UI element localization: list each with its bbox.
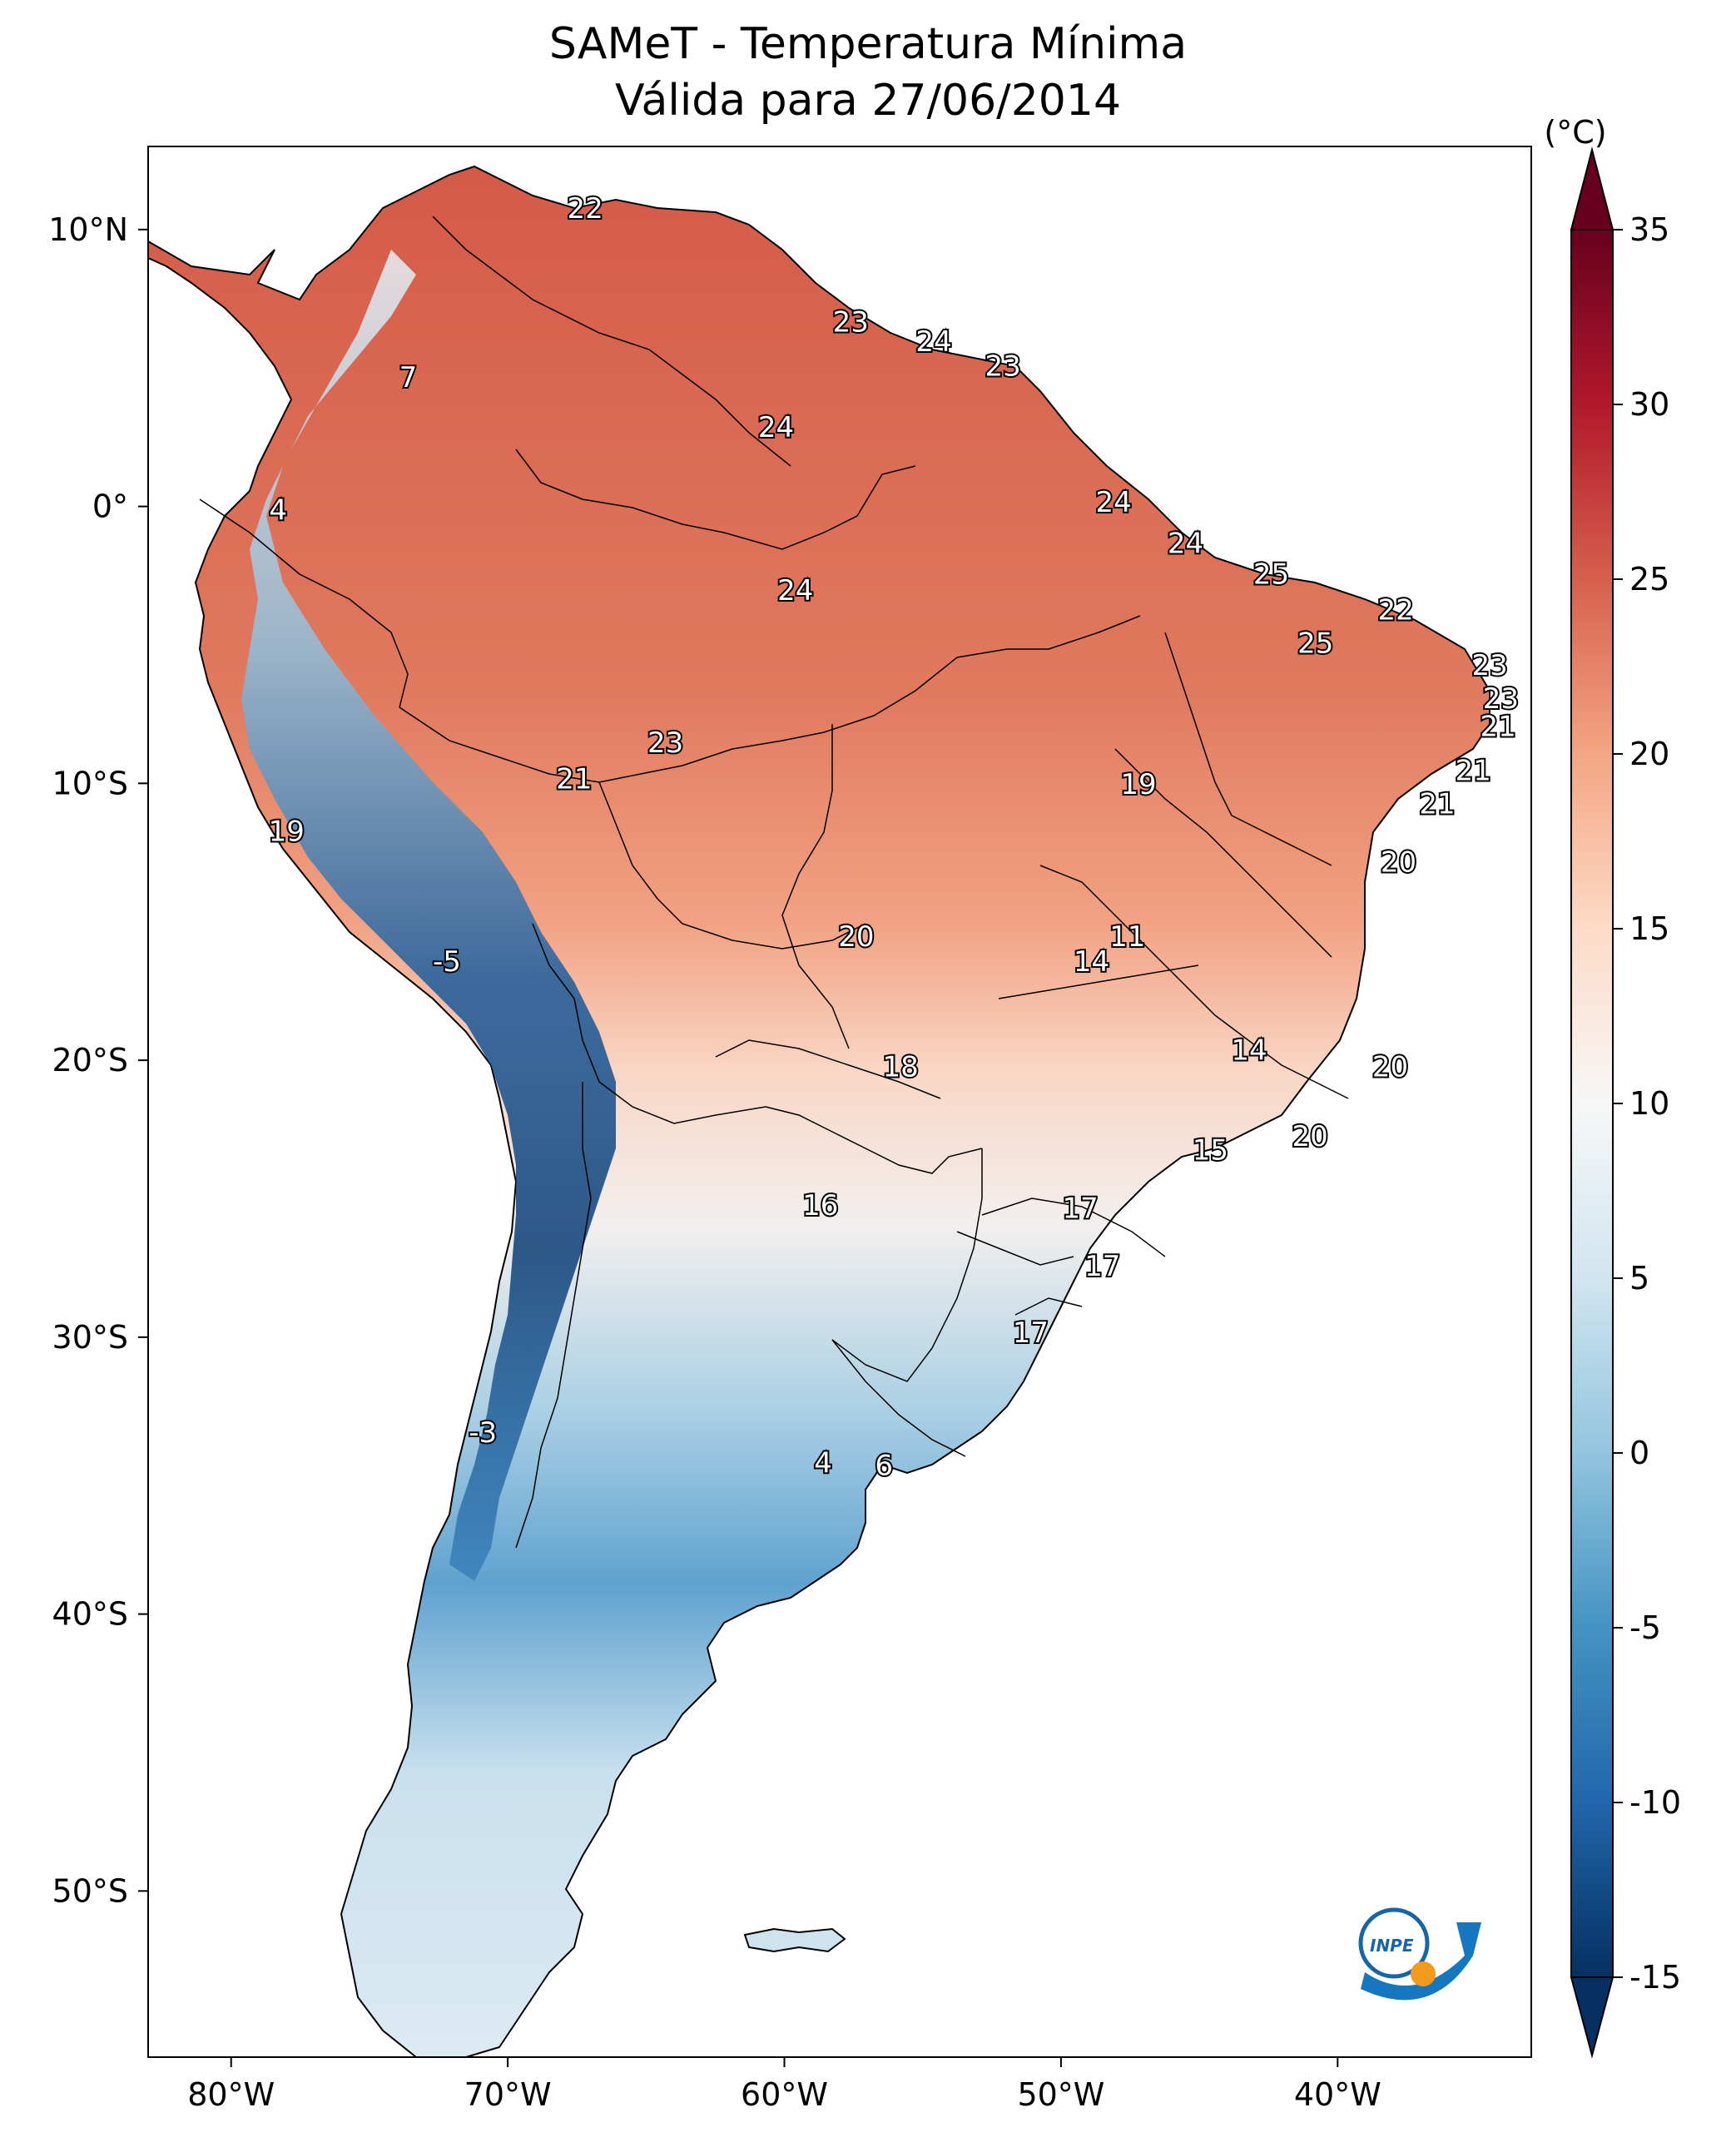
colorbar-tick-label: -10 [1629, 1784, 1681, 1821]
temperature-value-label: 21 [1480, 710, 1515, 743]
colorbar-tick-label: -15 [1629, 1959, 1681, 1996]
inpe-logo-text: INPE [1370, 1936, 1414, 1956]
colorbar-min-arrow [1570, 1976, 1614, 2059]
temperature-value-label: 24 [777, 574, 813, 607]
temperature-value-label: 23 [985, 350, 1020, 384]
temperature-value-label: 23 [833, 305, 869, 339]
colorbar-tick-label: 30 [1629, 386, 1669, 423]
political-borders [199, 216, 1349, 1549]
y-tick-label: 50°S [52, 1872, 128, 1909]
temperature-value-label: 14 [1074, 945, 1109, 979]
temperature-value-label: 17 [1013, 1316, 1049, 1350]
temperature-value-label: 7 [399, 361, 418, 394]
x-tick-label: 50°W [1017, 2076, 1104, 2113]
temperature-value-label: 21 [1456, 755, 1491, 788]
temperature-value-label: 24 [1095, 486, 1131, 519]
temperature-value-label: 23 [647, 726, 683, 760]
colorbar: (°C) 35 30 25 20 15 10 5 0 -5 -10 -15 [1544, 114, 1681, 2059]
x-tick-label: 70°W [464, 2076, 552, 2113]
x-tick-label: 60°W [741, 2076, 828, 2113]
temperature-value-label: 25 [1297, 627, 1333, 660]
colorbar-gradient [1570, 229, 1614, 1978]
temperature-value-label: 16 [802, 1189, 838, 1222]
longitude-axis: 80°W 70°W 60°W 50°W 40°W [187, 2057, 1381, 2113]
temperature-value-label: 15 [1193, 1133, 1228, 1167]
temperature-value-label: -3 [469, 1416, 497, 1450]
inpe-logo: INPE [1358, 1907, 1481, 2001]
colorbar-tick-label: 20 [1629, 736, 1669, 772]
colorbar-tick-label: 15 [1629, 910, 1669, 947]
temperature-value-label: 24 [1168, 528, 1203, 561]
temperature-value-label: 17 [1063, 1192, 1099, 1225]
temperature-value-label: 4 [269, 494, 287, 528]
colorbar-tick-label: 25 [1629, 561, 1669, 598]
temperature-value-label: 23 [1472, 649, 1508, 682]
temperature-value-label: 20 [838, 920, 874, 954]
colorbar-max-arrow [1570, 146, 1614, 231]
temperature-value-label: 17 [1084, 1250, 1120, 1283]
colorbar-tick-label: 0 [1629, 1435, 1649, 1471]
temperature-value-label: 22 [568, 192, 603, 226]
temperature-value-label: 11 [1109, 920, 1145, 954]
temperature-value-label: 21 [556, 763, 592, 796]
temperature-value-label: 4 [814, 1446, 832, 1480]
y-tick-label: 0° [92, 488, 128, 525]
map-title: SAMeT - Temperatura Mínima [548, 19, 1188, 69]
y-tick-label: 10°N [48, 211, 128, 248]
temperature-value-label: 20 [1292, 1120, 1327, 1153]
y-tick-label: 10°S [52, 765, 128, 801]
y-tick-label: 40°S [52, 1596, 128, 1633]
x-tick-label: 80°W [187, 2076, 275, 2113]
temperature-value-label: 24 [758, 411, 794, 444]
x-tick-label: 40°W [1294, 2076, 1381, 2113]
andes-cold-region [241, 250, 616, 1581]
south-america-landmass [148, 165, 1490, 2057]
colorbar-unit: (°C) [1544, 114, 1606, 151]
temperature-value-label: 19 [1120, 768, 1156, 801]
colorbar-tick-label: 10 [1629, 1085, 1669, 1122]
temperature-value-label: 25 [1253, 558, 1289, 591]
falkland-islands [743, 1927, 846, 1953]
temperature-value-label: 14 [1231, 1034, 1267, 1068]
temperature-value-label: 23 [1483, 682, 1519, 716]
temperature-value-label: 20 [1372, 1051, 1408, 1084]
temperature-value-label: 6 [875, 1450, 893, 1483]
temperature-value-label: 18 [882, 1051, 918, 1084]
latitude-axis: 10°N 0° 10°S 20°S 30°S 40°S 50°S [48, 211, 148, 1909]
temperature-value-label: 24 [915, 325, 951, 359]
temperature-value-label: -5 [433, 945, 461, 979]
colorbar-tick-label: 35 [1629, 211, 1669, 248]
temperature-value-label: 22 [1377, 594, 1413, 627]
colorbar-tick-label: -5 [1629, 1609, 1661, 1646]
y-tick-label: 20°S [52, 1042, 128, 1078]
y-tick-label: 30°S [52, 1319, 128, 1356]
colorbar-tick-label: 5 [1629, 1260, 1649, 1297]
temperature-value-label: 19 [269, 816, 305, 849]
temperature-value-label: 20 [1381, 845, 1416, 879]
map-subtitle: Válida para 27/06/2014 [614, 76, 1122, 126]
temperature-value-label: 21 [1419, 787, 1455, 821]
